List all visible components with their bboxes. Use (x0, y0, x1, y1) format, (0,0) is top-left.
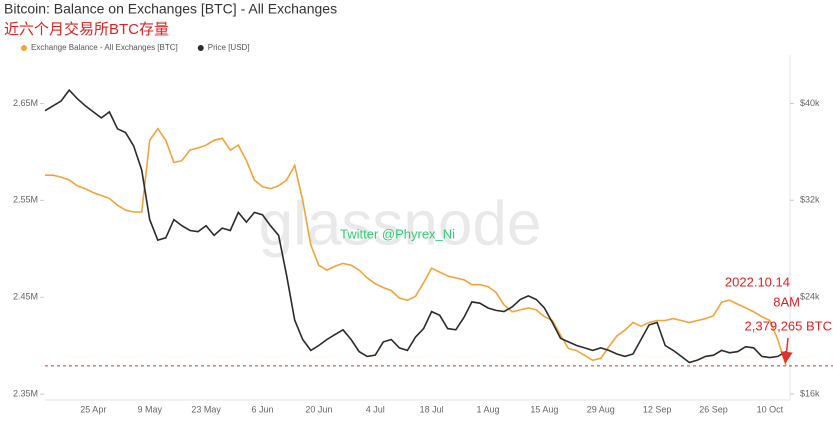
chart-title: Bitcoin: Balance on Exchanges [BTC] - Al… (4, 1, 337, 17)
annotation: 2022.10.14 (725, 274, 790, 289)
x-tick-label: 20 Jun (305, 404, 332, 414)
x-tick-label: 1 Aug (476, 404, 499, 414)
x-tick-label: 12 Sep (643, 404, 672, 414)
x-tick-label: 15 Aug (530, 404, 558, 414)
y-tick-label: 2.55M (13, 195, 38, 205)
chart-subtitle: 近六个月交易所BTC存量 (4, 20, 169, 38)
x-tick-label: 18 Jul (420, 404, 444, 414)
y-tick-label: 2.65M (13, 98, 38, 108)
y-tick-label: 2.45M (13, 292, 38, 302)
annotation: 2,379,265 BTC (745, 318, 832, 333)
x-tick-label: 9 May (137, 404, 162, 414)
x-tick-label: 10 Oct (757, 404, 784, 414)
x-tick-label: 25 Apr (80, 404, 106, 414)
y2-tick-label: $32k (800, 195, 820, 205)
legend-marker (197, 45, 204, 51)
x-tick-label: 29 Aug (587, 404, 615, 414)
legend-marker (21, 45, 27, 51)
series-line (44, 88, 787, 364)
y2-tick-label: $16k (800, 388, 820, 398)
y2-tick-label: $24k (800, 291, 820, 301)
credit: Twitter @Phyrex_Ni (340, 226, 455, 241)
x-tick-label: 26 Sep (699, 404, 728, 414)
legend-label: Price [USD] (208, 43, 250, 52)
x-tick-label: 23 May (191, 404, 221, 414)
series-line (45, 127, 787, 367)
y2-tick-label: $40k (800, 98, 820, 108)
legend-label: Exchange Balance - All Exchanges [BTC] (31, 43, 178, 52)
x-tick-label: 4 Jul (366, 404, 385, 414)
watermark: glassnode (259, 189, 542, 258)
x-tick-label: 6 Jun (251, 404, 273, 414)
annotation: 8AM (773, 294, 800, 309)
annotation-arrow (780, 337, 793, 364)
y-tick-label: 2.35M (13, 389, 38, 399)
